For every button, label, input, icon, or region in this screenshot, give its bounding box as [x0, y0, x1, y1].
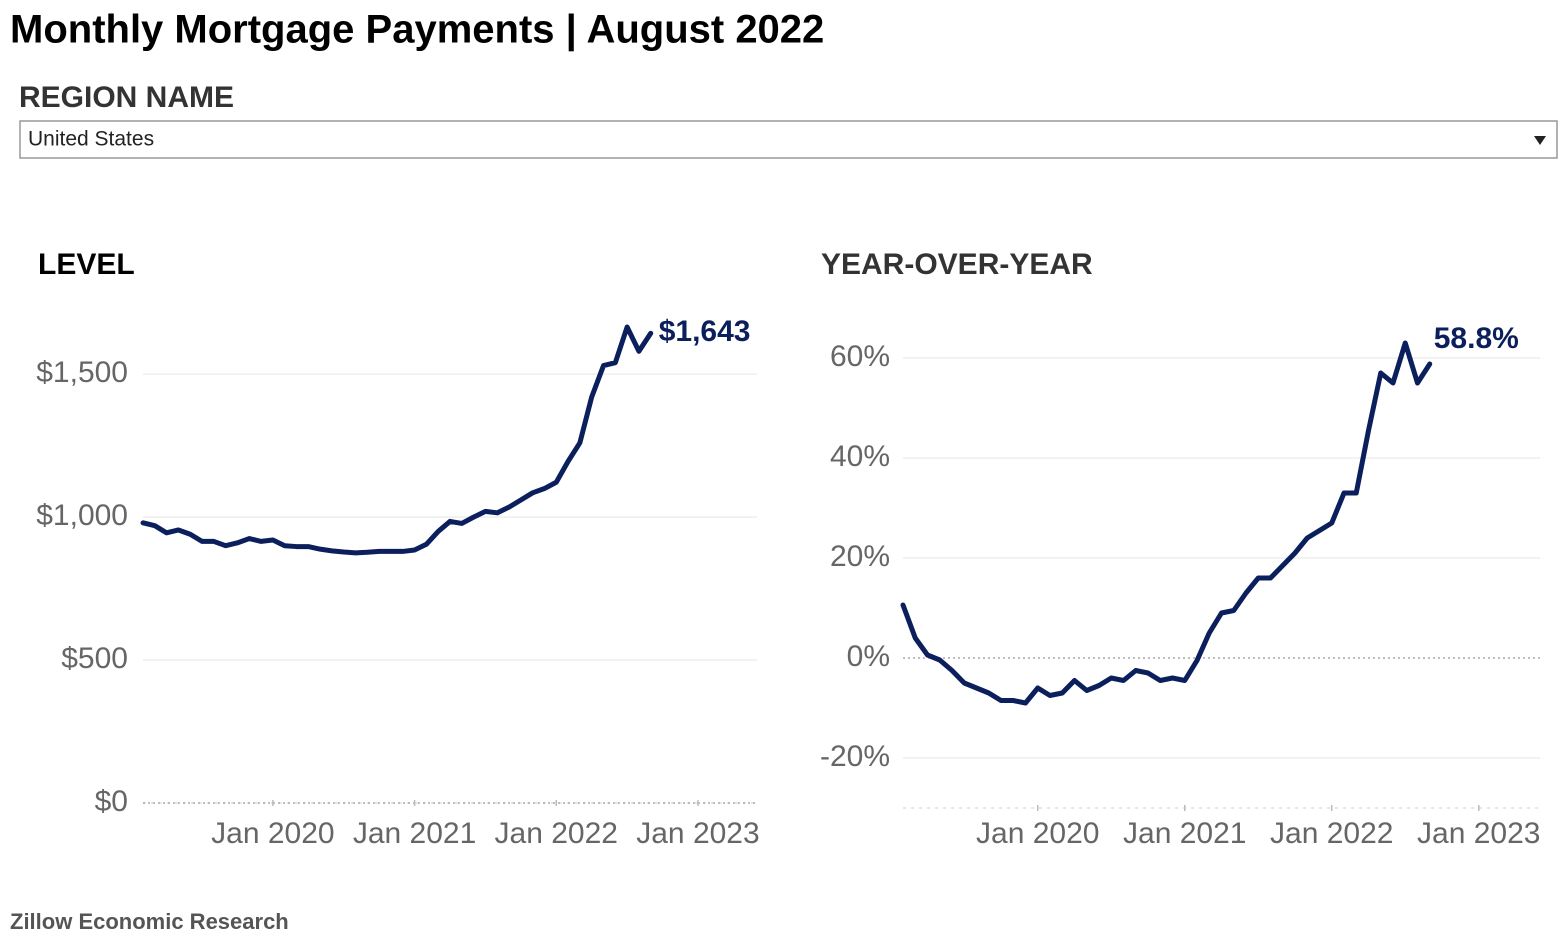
dropdown-arrow[interactable]: [1534, 136, 1546, 145]
chart-title: LEVEL: [38, 248, 135, 281]
y-tick-label: 0%: [847, 640, 890, 673]
data-label: 58.8%: [1434, 322, 1519, 355]
y-tick-label: -20%: [820, 740, 890, 773]
x-tick-label: Jan 2022: [495, 817, 618, 850]
x-tick-label: Jan 2021: [353, 817, 476, 850]
y-tick-label: $0: [95, 785, 128, 818]
y-tick-label: 20%: [830, 540, 890, 573]
y-tick-label: $1,000: [36, 499, 128, 532]
x-tick-label: Jan 2020: [976, 817, 1099, 850]
data-line: [140, 324, 654, 556]
dropdown-box[interactable]: [19, 120, 1558, 159]
x-tick-label: Jan 2020: [211, 817, 334, 850]
filter-label: REGION NAME: [19, 81, 234, 114]
y-tick-label: 40%: [830, 440, 890, 473]
region-dropdown[interactable]: United States: [19, 120, 1558, 159]
footer: Zillow Economic Research: [10, 909, 289, 934]
y-tick-label: $500: [61, 642, 128, 675]
y-tick-label: 60%: [830, 340, 890, 373]
data-label: $1,643: [659, 315, 751, 348]
dropdown-value[interactable]: United States: [28, 128, 154, 151]
data-line: [900, 340, 1433, 706]
page-title: Monthly Mortgage Payments | August 2022: [10, 8, 824, 52]
y-tick-label: $1,500: [36, 356, 128, 389]
chart-title: YEAR-OVER-YEAR: [821, 248, 1093, 281]
x-tick-label: Jan 2023: [636, 817, 759, 850]
x-tick-label: Jan 2023: [1417, 817, 1540, 850]
x-tick-label: Jan 2022: [1270, 817, 1393, 850]
x-tick-label: Jan 2021: [1123, 817, 1246, 850]
